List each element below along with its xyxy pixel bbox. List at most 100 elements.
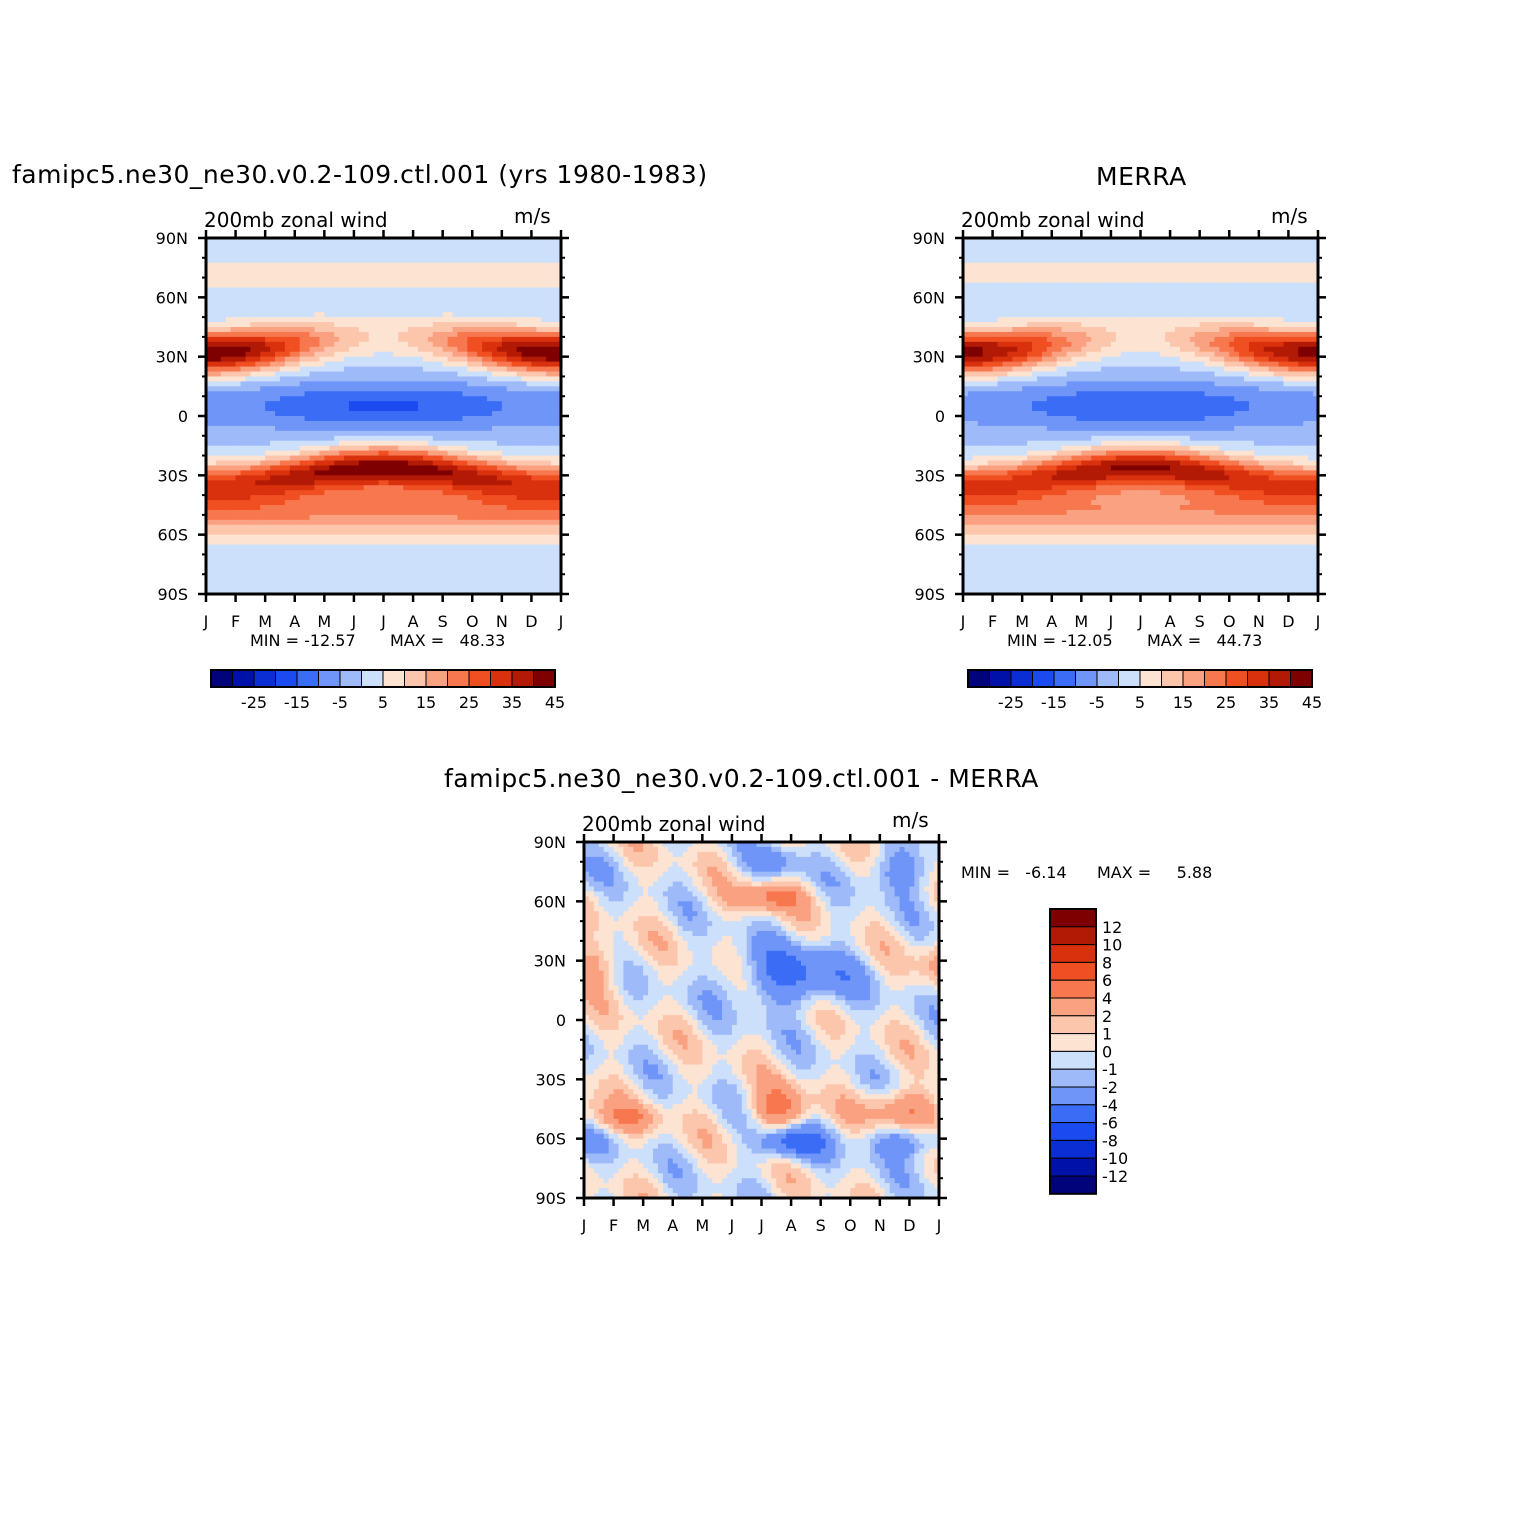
field-cell <box>368 327 375 333</box>
field-cell <box>521 534 528 541</box>
field-cell <box>225 450 232 457</box>
field-cell <box>457 544 463 551</box>
field-cell <box>309 272 316 279</box>
field-cell <box>408 411 414 417</box>
field-cell <box>275 252 281 259</box>
field-cell <box>304 307 311 313</box>
field-cell <box>368 282 375 289</box>
field-cell <box>358 386 365 392</box>
field-cell <box>329 554 335 560</box>
field-cell <box>353 381 360 387</box>
field-cell <box>225 549 232 556</box>
panel2-max: MAX = 44.73 <box>1147 631 1263 650</box>
field-cell <box>304 529 311 536</box>
field-cell <box>309 534 316 541</box>
field-cell <box>358 440 365 447</box>
field-cell <box>491 440 498 447</box>
field-cell <box>215 322 222 328</box>
field-cell <box>418 430 424 437</box>
field-cell <box>427 277 434 284</box>
field-cell <box>491 416 498 422</box>
field-cell <box>314 509 320 516</box>
field-cell <box>536 292 542 298</box>
field-cell <box>422 505 429 511</box>
field-cell <box>447 480 454 486</box>
field-cell <box>319 574 325 580</box>
field-cell <box>541 440 547 447</box>
field-cell <box>348 435 355 442</box>
field-cell <box>477 430 483 437</box>
field-cell <box>368 287 375 293</box>
field-cell <box>206 267 212 274</box>
field-cell <box>334 435 340 442</box>
field-cell <box>437 435 444 442</box>
field-cell <box>358 287 365 293</box>
field-cell <box>348 247 355 254</box>
field-cell <box>220 297 227 303</box>
field-cell <box>541 574 547 580</box>
field-cell <box>275 322 281 328</box>
field-cell <box>546 257 552 264</box>
field-cell <box>511 391 518 397</box>
field-cell <box>279 252 286 259</box>
field-cell <box>482 450 488 457</box>
field-cell <box>427 529 434 536</box>
field-cell <box>284 257 291 264</box>
field-cell <box>339 341 345 348</box>
field-cell <box>477 322 483 328</box>
field-cell <box>491 524 498 531</box>
field-cell <box>210 351 217 358</box>
field-cell <box>413 341 419 348</box>
field-cell <box>215 589 222 595</box>
field-cell <box>491 475 498 481</box>
field-cell <box>398 292 404 298</box>
field-cell <box>235 539 242 546</box>
field-cell <box>348 292 355 298</box>
field-cell <box>418 331 424 338</box>
field-cell <box>408 361 414 368</box>
field-cell <box>442 327 449 333</box>
field-cell <box>536 514 542 521</box>
field-cell <box>521 425 528 432</box>
field-cell <box>506 327 513 333</box>
field-cell <box>299 267 306 274</box>
field-cell <box>521 420 528 427</box>
field-cell <box>531 297 537 303</box>
field-cell <box>378 238 385 244</box>
field-cell <box>304 401 311 407</box>
field-cell <box>501 470 508 476</box>
field-cell <box>418 534 424 541</box>
field-cell <box>334 366 340 373</box>
field-cell <box>432 465 439 471</box>
field-cell <box>255 475 261 481</box>
field-cell <box>526 322 533 328</box>
field-cell <box>452 455 459 462</box>
field-cell <box>260 336 266 343</box>
field-cell <box>368 435 375 442</box>
field-cell <box>206 317 212 323</box>
field-cell <box>541 475 547 481</box>
field-cell <box>353 519 360 526</box>
field-cell <box>314 514 320 521</box>
field-cell <box>393 589 399 595</box>
field-cell <box>447 500 454 506</box>
field-cell <box>353 445 360 452</box>
field-cell <box>521 267 528 274</box>
field-cell <box>304 569 311 575</box>
field-cell <box>215 544 222 551</box>
field-cell <box>348 529 355 536</box>
field-cell <box>250 307 256 313</box>
field-cell <box>457 470 463 476</box>
field-cell <box>437 322 444 328</box>
field-cell <box>487 327 493 333</box>
field-cell <box>422 317 429 323</box>
field-cell <box>477 376 483 382</box>
field-cell <box>220 361 227 368</box>
field-cell <box>279 386 286 392</box>
field-cell <box>270 420 276 427</box>
field-cell <box>339 406 345 412</box>
field-cell <box>309 509 316 516</box>
field-cell <box>516 277 523 284</box>
field-cell <box>275 455 281 462</box>
field-cell <box>418 297 424 303</box>
